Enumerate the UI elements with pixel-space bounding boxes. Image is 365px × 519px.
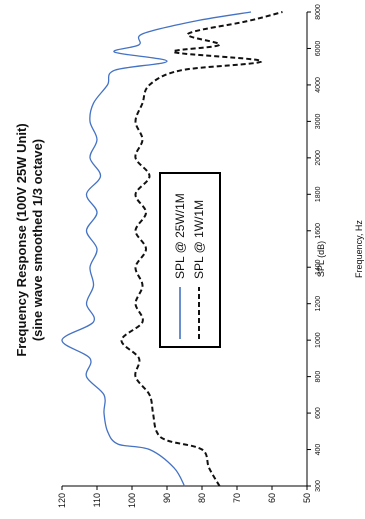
y-tick-label: 90 — [162, 493, 172, 503]
x-tick-label: 4000 — [315, 77, 322, 93]
x-tick-label: 1000 — [315, 332, 322, 348]
series-line-25w — [61, 11, 252, 487]
rotated-plot: Frequency Response (100V 25W Unit) (sine… — [14, 4, 364, 508]
x-tick-label: 6000 — [315, 41, 322, 57]
legend: SPL @ 25W/1M SPL @ 1W/1M — [159, 172, 221, 348]
x-tick-label: 2000 — [315, 150, 322, 166]
y-tick-label: 70 — [232, 493, 242, 503]
y-tick-label: 120 — [57, 493, 67, 508]
y-tick-labels: 50 60 70 80 90 100 110 120 — [57, 486, 312, 508]
x-tick-label: 8000 — [315, 4, 322, 20]
series-layer — [61, 11, 283, 487]
y-axis-label: SPL (dB) — [316, 241, 326, 277]
x-tick-label: 300 — [315, 480, 322, 492]
x-tick-labels: 300 400 600 800 1000 1200 1400 1600 1800 2000 3000… — [307, 4, 322, 492]
chart-subtitle: (sine wave smoothed 1/3 octave) — [30, 139, 45, 341]
y-tick-label: 100 — [127, 493, 137, 508]
series-line-1w — [120, 11, 283, 487]
x-tick-label: 400 — [315, 444, 322, 456]
x-tick-label: 1200 — [315, 296, 322, 312]
x-axis-label: Frequency, Hz — [354, 220, 364, 278]
x-tick-label: 3000 — [315, 113, 322, 129]
x-tick-label: 1800 — [315, 186, 322, 202]
chart-title: Frequency Response (100V 25W Unit) — [14, 123, 29, 356]
y-tick-label: 110 — [92, 493, 102, 507]
y-tick-label: 80 — [197, 493, 207, 503]
x-tick-label: 600 — [315, 407, 322, 419]
x-tick-label: 1600 — [315, 223, 322, 239]
legend-label-1w: SPL @ 1W/1M — [192, 200, 206, 279]
y-tick-label: 50 — [302, 493, 312, 503]
x-tick-label: 800 — [315, 371, 322, 383]
legend-box — [159, 172, 221, 348]
y-tick-label: 60 — [267, 493, 277, 503]
x-tick-label: 1400 — [315, 259, 322, 275]
chart-title-block: Frequency Response (100V 25W Unit) (sine… — [14, 123, 45, 356]
legend-label-25w: SPL @ 25W/1M — [173, 193, 187, 279]
